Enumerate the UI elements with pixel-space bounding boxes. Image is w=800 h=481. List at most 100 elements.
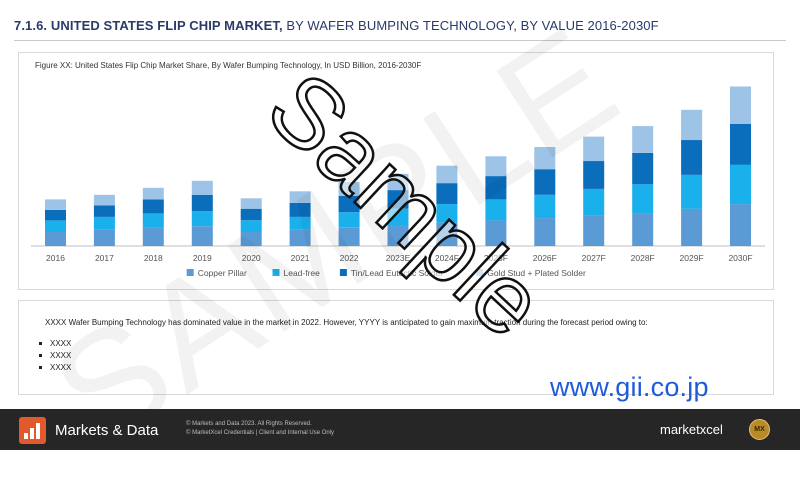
bar-segment-2020-series-1 (240, 220, 262, 232)
bar-segment-2019-series-3 (191, 180, 213, 195)
bar-segment-2016-series-1 (45, 220, 66, 232)
bar-segment-2024F-series-0 (436, 222, 458, 246)
bar-segment-2021-series-2 (289, 202, 311, 217)
bar-segment-2026F-series-2 (534, 169, 556, 195)
bar-segment-2025F-series-2 (485, 176, 507, 200)
bar-segment-2026F-series-0 (534, 218, 556, 246)
bar-segment-2024F-series-3 (436, 165, 458, 184)
bar-segment-2027F-series-0 (583, 215, 605, 246)
bar-chart-logo-icon (19, 417, 46, 444)
bar-segment-2028F-series-2 (632, 152, 654, 185)
bar-segment-2024F-series-2 (436, 183, 458, 205)
legend-label-1: Lead-free (284, 268, 321, 278)
bar-segment-2027F-series-3 (583, 136, 605, 162)
x-tick-label: 2019 (193, 253, 212, 263)
x-tick-label: 2018 (144, 253, 163, 263)
bullet-item: XXXX (39, 338, 71, 350)
legend-swatch-2 (339, 269, 347, 276)
bar-segment-2023E-series-1 (387, 208, 409, 225)
x-tick-label: 2029F (680, 253, 704, 263)
bar-segment-2018-series-3 (142, 187, 164, 200)
bar-segment-2023E-series-2 (387, 190, 409, 209)
x-tick-label: 2024F (435, 253, 459, 263)
footer-copyright: © Markets and Data 2023. All Rights Rese… (186, 420, 334, 438)
bar-segment-2019-series-0 (191, 226, 213, 246)
bar-segment-2017-series-2 (93, 205, 115, 217)
x-tick-label: 2025F (484, 253, 508, 263)
bar-segment-2016-series-2 (45, 209, 66, 221)
confidential-line: © MarketXcel Credentials | Client and In… (186, 430, 335, 436)
footer-bar: Markets & Data © Markets and Data 2023. … (0, 409, 800, 450)
bar-segment-2022-series-2 (338, 195, 360, 213)
bar-segment-2030F-series-0 (730, 204, 751, 246)
bar-segment-2029F-series-0 (681, 208, 703, 246)
bar-segment-2021-series-1 (289, 216, 311, 230)
stacked-bar-chart: 2016 2017 2018 2019 2020 2021 2022 2023E 2024F 20… (31, 86, 765, 278)
figure-caption: Figure XX: United States Flip Chip Marke… (35, 61, 422, 70)
legend-label-0: Copper Pillar (198, 268, 247, 278)
chart-panel: Figure XX: United States Flip Chip Marke… (18, 52, 774, 290)
section-heading-bold: 7.1.6. UNITED STATES FLIP CHIP MARKET, (14, 18, 283, 33)
bar-segment-2016-series-3 (45, 199, 66, 210)
marketxcel-logo: marketxcel (660, 422, 723, 437)
bullet-icon (39, 366, 42, 370)
bar-segment-2016-series-0 (45, 232, 66, 246)
heading-divider (14, 40, 786, 41)
bar-segment-2028F-series-1 (632, 184, 654, 214)
x-tick-label: 2026F (533, 253, 557, 263)
bar-segment-2021-series-3 (289, 191, 311, 203)
bullet-list: XXXX XXXX XXXX (39, 338, 71, 374)
bar-segment-2028F-series-0 (632, 213, 654, 246)
bar-segment-2029F-series-3 (681, 109, 703, 141)
bar-segment-2027F-series-2 (583, 161, 605, 189)
x-tick-label: 2016 (46, 253, 65, 263)
bar-segment-2017-series-0 (93, 229, 115, 246)
x-tick-label: 2028F (631, 253, 655, 263)
bar-segment-2018-series-1 (142, 213, 164, 228)
brand-name: Markets & Data (55, 422, 159, 439)
legend-swatch-0 (186, 269, 194, 276)
bullet-item: XXXX (39, 350, 71, 362)
bar-segment-2025F-series-3 (485, 156, 507, 177)
bar-segment-2017-series-1 (93, 216, 115, 230)
x-tick-label: 2021 (291, 253, 310, 263)
x-tick-label: 2030F (728, 253, 752, 263)
bar-segment-2022-series-1 (338, 212, 360, 228)
summary-text: XXXX Wafer Bumping Technology has domina… (45, 318, 648, 327)
bar-segment-2030F-series-2 (730, 123, 751, 165)
bar-segment-2025F-series-1 (485, 199, 507, 221)
section-heading-rest: BY WAFER BUMPING TECHNOLOGY, BY VALUE 20… (282, 18, 659, 33)
bar-segment-2030F-series-3 (730, 86, 751, 124)
bar-segment-2025F-series-0 (485, 220, 507, 246)
x-tick-label: 2017 (95, 253, 114, 263)
bar-segment-2020-series-0 (240, 232, 262, 246)
bar-segment-2021-series-0 (289, 229, 311, 246)
bar-segment-2030F-series-1 (730, 164, 751, 205)
analysis-panel: XXXX Wafer Bumping Technology has domina… (18, 300, 774, 395)
legend-label-2: Tin/Lead Eutectic Solder (351, 268, 443, 278)
bar-segment-2024F-series-1 (436, 204, 458, 223)
bullet-icon (39, 354, 42, 358)
bar-segment-2018-series-2 (142, 199, 164, 214)
bar-segment-2029F-series-1 (681, 175, 703, 209)
x-tick-label: 2022 (340, 253, 359, 263)
x-tick-label: 2023E (386, 253, 411, 263)
bar-segment-2029F-series-2 (681, 140, 703, 175)
copyright-line: © Markets and Data 2023. All Rights Rese… (186, 421, 312, 427)
bar-segment-2023E-series-0 (387, 225, 409, 246)
legend-label-3: Gold Stud + Plated Solder (487, 268, 586, 278)
bar-segment-2018-series-0 (142, 227, 164, 246)
x-tick-label: 2020 (242, 253, 261, 263)
gii-link[interactable]: www.gii.co.jp (550, 372, 709, 402)
legend-swatch-3 (476, 269, 484, 276)
bar-segment-2020-series-2 (240, 208, 262, 221)
bar-segment-2017-series-3 (93, 194, 115, 206)
bullet-icon (39, 342, 42, 346)
bar-segment-2019-series-2 (191, 194, 213, 212)
bar-segment-2019-series-1 (191, 211, 213, 227)
seal-icon: MX (749, 419, 770, 440)
legend-swatch-1 (272, 269, 280, 276)
bar-segment-2026F-series-1 (534, 194, 556, 219)
bar-segment-2022-series-0 (338, 227, 360, 246)
section-heading: 7.1.6. UNITED STATES FLIP CHIP MARKET, B… (14, 18, 659, 33)
